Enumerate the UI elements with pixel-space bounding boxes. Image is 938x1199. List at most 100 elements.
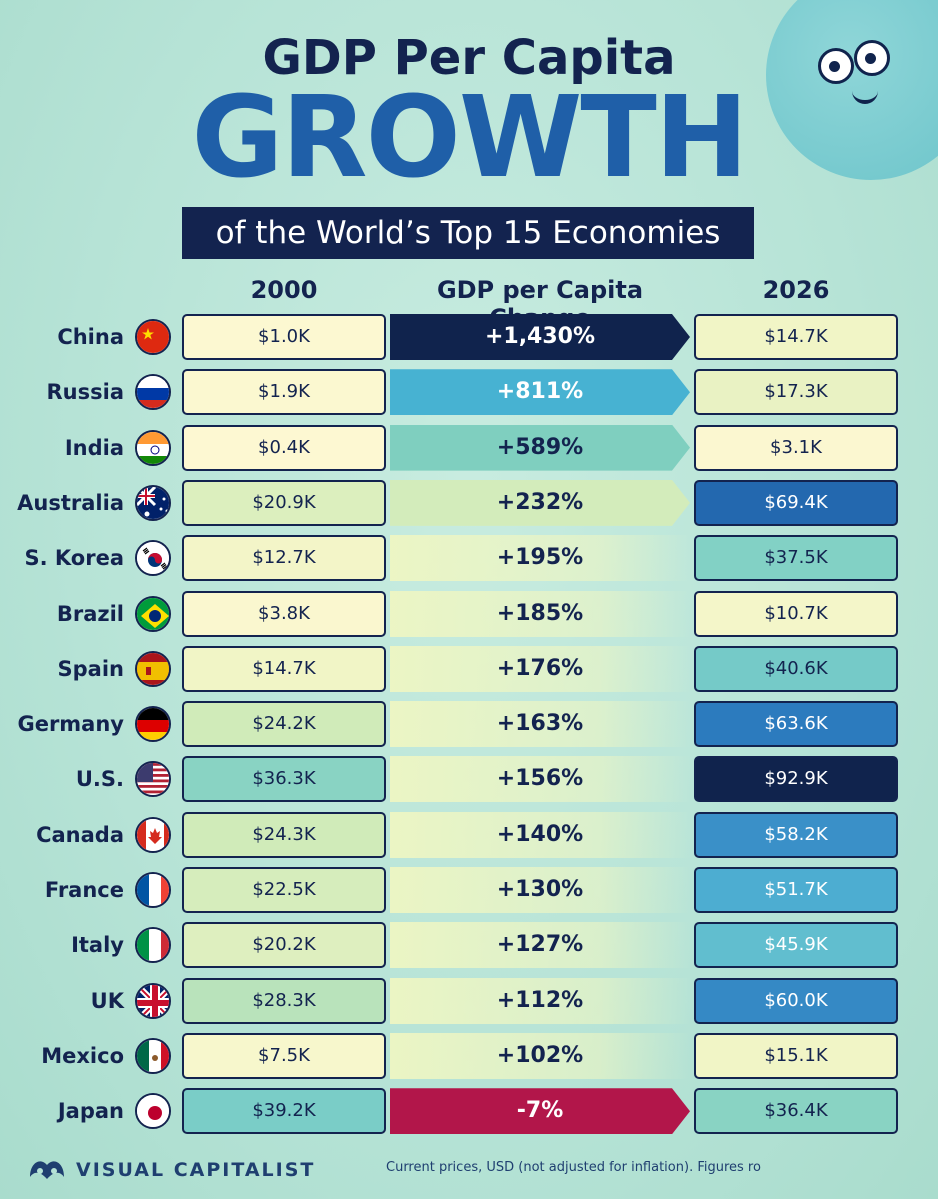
title-line-2: GROWTH	[191, 73, 748, 203]
country-label: Mexico	[41, 1043, 124, 1068]
australia-flag-icon	[135, 484, 171, 521]
change-bar: +112%	[390, 977, 690, 1024]
brand: VISUAL CAPITALIST	[26, 1150, 315, 1190]
table-row: India $0.4K +589% $3.1K	[0, 423, 938, 473]
table-row: Japan $39.2K -7% $36.4K	[0, 1086, 938, 1136]
value-2026-cell: $60.0K	[694, 977, 898, 1024]
country-label: Australia	[17, 490, 124, 515]
value-2026-cell: $92.9K	[694, 756, 898, 803]
india-flag-icon	[135, 429, 171, 466]
country-label: Spain	[57, 656, 124, 681]
value-2026-cell: $63.6K	[694, 701, 898, 748]
france-flag-icon	[135, 872, 171, 908]
table-row: Brazil $3.8K +185% $10.7K	[0, 589, 938, 639]
value-2000-cell: $20.9K	[182, 479, 386, 526]
subtitle: of the World’s Top 15 Economies	[182, 207, 754, 259]
table-row: Germany $24.2K +163% $63.6K	[0, 699, 938, 749]
value-2026-cell: $17.3K	[694, 369, 898, 416]
table-row: Australia $20.9K +232% $69.4K	[0, 478, 938, 528]
mexico-flag-icon	[135, 1037, 171, 1074]
table-row: Canada $24.3K +140% $58.2K	[0, 810, 938, 860]
table-row: Italy $20.2K +127% $45.9K	[0, 920, 938, 970]
value-2026-cell: $3.1K	[694, 424, 898, 471]
table-row: S. Korea $12.7K +195% $37.5K	[0, 533, 938, 583]
value-2000-cell: $24.2K	[182, 701, 386, 748]
value-2000-cell: $3.8K	[182, 590, 386, 637]
change-bar: -7%	[390, 1088, 690, 1135]
spain-flag-icon	[135, 650, 171, 687]
change-bar: +232%	[390, 479, 690, 526]
value-2000-cell: $1.0K	[182, 314, 386, 360]
value-2000-cell: $36.3K	[182, 756, 386, 803]
change-bar: +811%	[390, 369, 690, 416]
country-label: Italy	[71, 933, 124, 958]
change-bar: +195%	[390, 535, 690, 582]
country-label: Germany	[17, 712, 124, 737]
change-bar: +130%	[390, 867, 690, 913]
value-2000-cell: $39.2K	[182, 1088, 386, 1135]
brand-name: VISUAL CAPITALIST	[76, 1159, 316, 1181]
table-row: France $22.5K +130% $51.7K	[0, 865, 938, 915]
value-2026-cell: $36.4K	[694, 1088, 898, 1135]
value-2026-cell: $51.7K	[694, 867, 898, 913]
table-row: UK $28.3K +112% $60.0K	[0, 976, 938, 1026]
footnote: Current prices, USD (not adjusted for in…	[386, 1160, 761, 1175]
russia-flag-icon	[135, 374, 171, 411]
country-label: India	[64, 435, 124, 460]
uk-flag-icon	[135, 982, 171, 1019]
germany-flag-icon	[135, 706, 171, 743]
country-label: S. Korea	[24, 546, 124, 571]
value-2000-cell: $14.7K	[182, 645, 386, 692]
value-2026-cell: $69.4K	[694, 479, 898, 526]
change-bar: +1,430%	[390, 314, 690, 360]
change-bar: +140%	[390, 811, 690, 858]
change-bar: +185%	[390, 590, 690, 637]
country-label: Russia	[46, 380, 125, 405]
value-2000-cell: $1.9K	[182, 369, 386, 416]
value-2026-cell: $45.9K	[694, 922, 898, 969]
mascot-eye-icon	[854, 40, 890, 76]
value-2026-cell: $14.7K	[694, 314, 898, 360]
value-2000-cell: $7.5K	[182, 1032, 386, 1079]
visual-capitalist-logo-icon	[26, 1153, 68, 1187]
column-header-2000: 2000	[250, 276, 318, 304]
change-bar: +156%	[390, 756, 690, 803]
value-2000-cell: $22.5K	[182, 867, 386, 913]
table-row: U.S. $36.3K +156% $92.9K	[0, 754, 938, 804]
south-korea-flag-icon	[135, 540, 171, 577]
country-label: Brazil	[56, 601, 124, 626]
country-label: UK	[90, 988, 124, 1013]
value-2026-cell: $10.7K	[694, 590, 898, 637]
value-2026-cell: $37.5K	[694, 535, 898, 582]
us-flag-icon	[135, 761, 171, 798]
value-2000-cell: $20.2K	[182, 922, 386, 969]
country-label: Canada	[36, 822, 124, 847]
change-bar: +102%	[390, 1032, 690, 1079]
change-bar: +589%	[390, 424, 690, 471]
country-label: U.S.	[75, 767, 124, 792]
table-row: Mexico $7.5K +102% $15.1K	[0, 1031, 938, 1081]
china-flag-icon	[135, 319, 171, 355]
table-row: Spain $14.7K +176% $40.6K	[0, 644, 938, 694]
italy-flag-icon	[135, 927, 171, 964]
value-2000-cell: $28.3K	[182, 977, 386, 1024]
brazil-flag-icon	[135, 595, 171, 632]
value-2026-cell: $40.6K	[694, 645, 898, 692]
country-label: China	[57, 325, 124, 349]
value-2000-cell: $12.7K	[182, 535, 386, 582]
value-2026-cell: $15.1K	[694, 1032, 898, 1079]
country-label: Japan	[57, 1099, 124, 1124]
column-header-2026: 2026	[762, 276, 830, 304]
canada-flag-icon	[135, 816, 171, 853]
country-label: France	[44, 878, 124, 902]
value-2026-cell: $58.2K	[694, 811, 898, 858]
change-bar: +127%	[390, 922, 690, 969]
table-row: China $1.0K +1,430% $14.7K	[0, 312, 938, 362]
value-2000-cell: $24.3K	[182, 811, 386, 858]
mascot-smile-icon	[852, 86, 878, 104]
change-bar: +176%	[390, 645, 690, 692]
japan-flag-icon	[135, 1093, 171, 1130]
mascot-eye-icon	[818, 48, 854, 84]
change-bar: +163%	[390, 701, 690, 748]
table-row: Russia $1.9K +811% $17.3K	[0, 367, 938, 417]
